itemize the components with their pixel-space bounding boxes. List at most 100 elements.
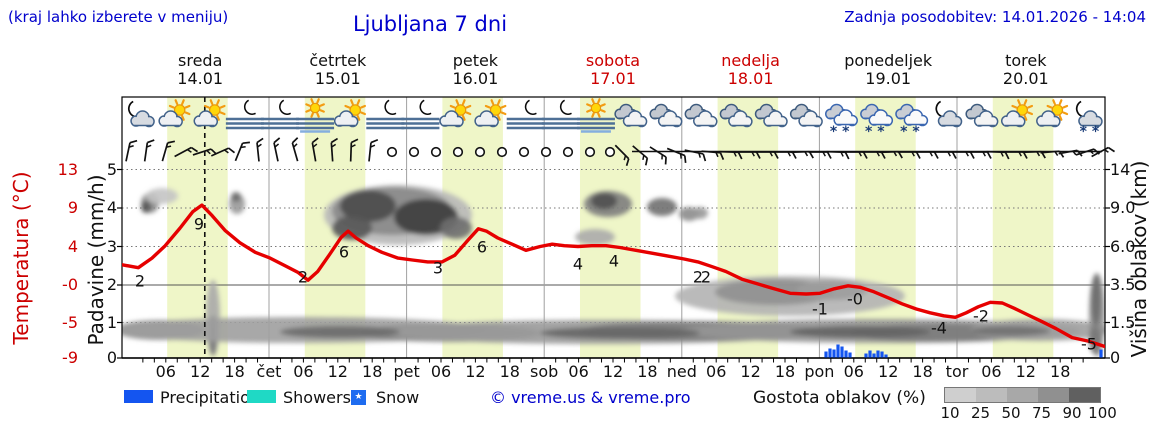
precip-tick-4: 4	[106, 198, 117, 217]
cloud-density-tick-50: 50	[1001, 404, 1021, 422]
temp-label-2: 2	[297, 267, 309, 287]
sun-cloud-icon	[333, 99, 366, 128]
day-header-četrtek: četrtek 15.01	[309, 52, 366, 88]
temp-label--2: -2	[973, 306, 989, 326]
snow-precipitation-bars	[824, 344, 1103, 358]
daylight-band	[717, 97, 779, 358]
cloud-tick-0: 0	[1110, 348, 1121, 367]
cloud-snow-icon: * *	[825, 103, 858, 140]
temp-label--5: -5	[1081, 334, 1097, 354]
x-tick-18-22: 18	[912, 362, 933, 381]
day-header-sobota: sobota 17.01	[586, 52, 640, 88]
x-tick-18-10: 18	[499, 362, 520, 381]
weather-icons-row: * * * * * * * *	[127, 98, 1103, 140]
x-tick-12-21: 12	[878, 362, 899, 381]
x-tick-pon-19: pon	[804, 362, 835, 381]
x-tick-06-4: 06	[293, 362, 314, 381]
svg-text:* *: * *	[830, 124, 850, 140]
day-date: 16.01	[452, 69, 499, 88]
moon-cloud-snow-icon: * *	[1075, 100, 1103, 140]
calm-wind-circle	[474, 146, 486, 158]
x-tick-06-8: 06	[430, 362, 452, 381]
x-tick-06-24: 06	[981, 362, 1002, 381]
temp-label-4: 4	[608, 251, 620, 271]
cloud-icon	[614, 103, 648, 128]
x-tick-18-6: 18	[362, 362, 383, 381]
x-tick-18-2: 18	[224, 362, 245, 381]
x-tick-06-12: 06	[568, 362, 589, 381]
temp-label--0: -0	[847, 289, 863, 309]
cloud-snow-icon: * *	[860, 103, 894, 140]
temp-label--4: -4	[931, 318, 947, 338]
precip-tick-0: 0	[106, 348, 117, 367]
temp-tick-9: 9	[67, 198, 78, 217]
temp-label-4: 4	[572, 254, 584, 274]
cloud-tick-3.5: 3.5	[1110, 275, 1136, 294]
day-date: 20.01	[1002, 69, 1049, 88]
sun-cloud-icon	[1000, 99, 1034, 128]
x-tick-tor-23: tor	[945, 362, 969, 381]
x-tick-ned-15: ned	[666, 362, 697, 381]
x-tick-sob-11: sob	[530, 362, 559, 381]
day-name: sreda	[178, 51, 223, 70]
copyright-link[interactable]: © vreme.us & vreme.pro	[490, 388, 691, 407]
precip-tick-3: 3	[106, 236, 117, 256]
x-tick-18-26: 18	[1050, 362, 1071, 381]
cloud-icon	[754, 103, 788, 128]
cloud-density-shade-2	[976, 388, 1007, 402]
cloud-density-tick-75: 75	[1031, 404, 1052, 422]
day-name: sobota	[585, 51, 641, 70]
snowflake-icon: ★	[351, 390, 366, 405]
day-name: petek	[452, 51, 499, 70]
cloud-density-gradient-bar	[944, 387, 1101, 403]
day-name: ponedeljek	[844, 51, 933, 70]
daylight-band	[579, 97, 641, 358]
svg-text:* *: * *	[865, 124, 885, 140]
precipitation-swatch	[124, 390, 153, 403]
calm-wind-circle	[386, 146, 398, 158]
x-tick-12-13: 12	[602, 362, 624, 381]
day-date: 17.01	[590, 69, 636, 88]
sun-cloud-icon	[193, 99, 226, 128]
temp-label-2: 2	[700, 267, 712, 287]
moon-fog-icon	[401, 99, 440, 130]
temp-label-2: 2	[134, 271, 146, 291]
x-tick-12-1: 12	[190, 362, 211, 381]
calm-wind-circle	[496, 146, 508, 158]
showers-legend-label: Showers	[283, 388, 351, 407]
temp-label--1: -1	[812, 299, 828, 319]
precip-tick-5: 5	[106, 159, 117, 179]
x-tick-06-0: 06	[155, 362, 176, 381]
day-header-torek: torek 20.01	[1003, 52, 1049, 88]
day-date: 15.01	[314, 69, 361, 88]
page-title: Ljubljana 7 dni	[352, 12, 508, 36]
sun-fog-icon	[576, 98, 615, 133]
svg-text:* *: * *	[1080, 124, 1100, 140]
day-header-nedelja: nedelja 18.01	[721, 52, 780, 88]
temp-label-9: 9	[193, 214, 205, 234]
x-tick-12-9: 12	[465, 362, 486, 381]
cloud-density-tick-90: 90	[1062, 404, 1082, 422]
cloud-density-tick-10: 10	[940, 404, 960, 422]
day-date: 18.01	[727, 69, 774, 88]
svg-text:* *: * *	[900, 124, 920, 140]
cloud-tick-6.0: 6.0	[1110, 236, 1136, 256]
day-name: nedelja	[721, 51, 780, 70]
precipitation-legend-label: Precipitation	[160, 388, 261, 407]
x-tick-12-5: 12	[327, 362, 348, 381]
calm-wind-circle	[584, 146, 596, 158]
cloud-icon	[649, 103, 683, 128]
moon-cloud-icon	[935, 100, 963, 128]
moon-fog-icon	[506, 99, 545, 130]
daylight-band	[992, 97, 1054, 358]
temp-label-6: 6	[338, 242, 350, 262]
day-date: 19.01	[865, 69, 912, 88]
cloud-icon	[684, 103, 718, 128]
calm-wind-circle	[562, 146, 574, 158]
temperature-line	[122, 203, 1105, 349]
cloud-tick-1.5: 1.5	[1110, 312, 1136, 332]
cloud-density-shade-5	[1069, 388, 1100, 402]
calm-wind-circle	[540, 146, 552, 158]
